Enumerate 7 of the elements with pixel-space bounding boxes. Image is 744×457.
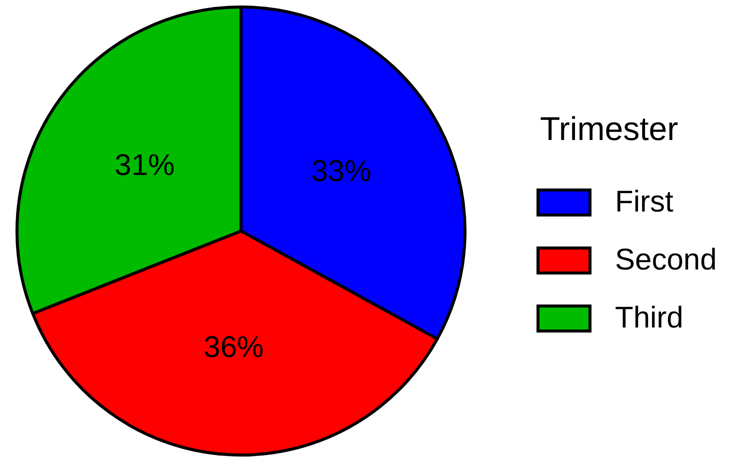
- legend-label: Second: [615, 244, 717, 276]
- legend-label: First: [615, 186, 674, 218]
- legend-label: Third: [615, 302, 684, 334]
- data-label: 31%: [114, 149, 175, 182]
- data-label: 36%: [204, 330, 264, 364]
- legend-title: Trimester: [540, 110, 678, 147]
- data-label: 33%: [311, 155, 372, 188]
